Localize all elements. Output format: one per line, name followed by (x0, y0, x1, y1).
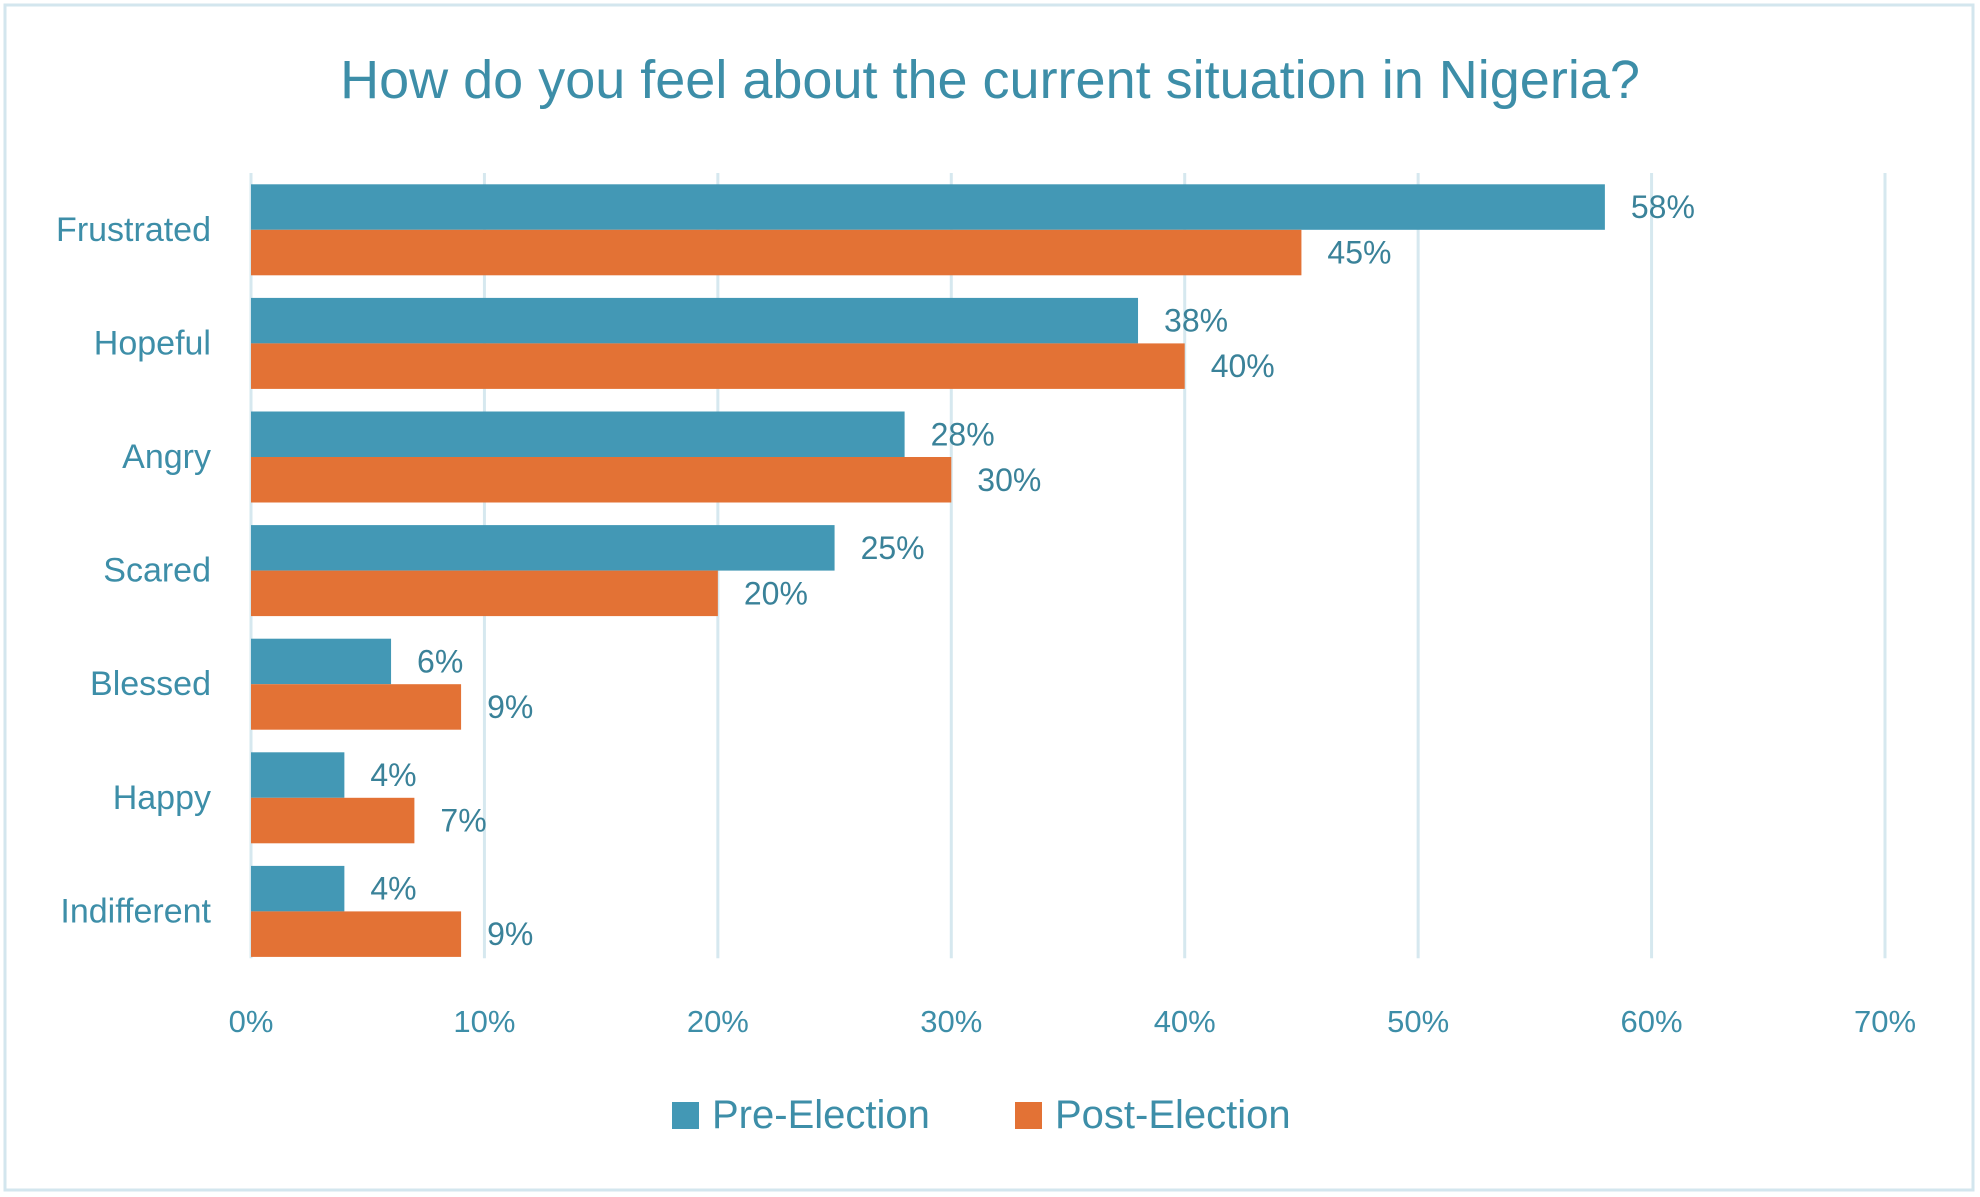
bar-post-election (251, 911, 462, 957)
data-label: 9% (487, 689, 533, 725)
data-label: 9% (487, 916, 533, 952)
bar-post-election (251, 684, 462, 730)
bar-post-election (251, 229, 1302, 276)
data-label: 7% (440, 803, 486, 839)
category-label: Frustrated (56, 211, 211, 249)
category-label: Hopeful (94, 324, 211, 362)
bar-pre-election (251, 411, 905, 457)
x-tick-label: 20% (687, 1004, 749, 1039)
legend-swatch (672, 1102, 699, 1129)
data-label: 38% (1164, 303, 1228, 339)
data-label: 6% (417, 643, 463, 679)
category-label: Happy (113, 779, 211, 817)
bar-post-election (251, 797, 415, 844)
bar-post-election (251, 457, 952, 503)
bar-pre-election (251, 752, 345, 798)
data-label: 20% (744, 575, 808, 611)
category-label: Angry (122, 438, 211, 476)
category-label: Scared (103, 552, 211, 590)
data-label: 45% (1327, 235, 1391, 271)
bar-pre-election (251, 525, 835, 571)
data-label: 4% (370, 757, 416, 793)
legend-label: Pre-Election (712, 1093, 930, 1137)
bar-pre-election (251, 184, 1605, 230)
bar-pre-election (251, 638, 392, 685)
x-tick-label: 0% (229, 1004, 274, 1039)
data-label: 58% (1631, 189, 1695, 225)
x-tick-label: 10% (453, 1004, 515, 1039)
x-tick-label: 40% (1154, 1004, 1216, 1039)
category-label: Indifferent (60, 892, 211, 930)
bar-pre-election (251, 865, 345, 912)
x-tick-label: 60% (1621, 1004, 1683, 1039)
x-tick-label: 70% (1854, 1004, 1916, 1039)
bar-post-election (251, 343, 1185, 389)
data-label: 40% (1211, 348, 1275, 384)
data-label: 28% (931, 416, 995, 452)
legend-swatch (1015, 1102, 1042, 1129)
x-tick-label: 50% (1387, 1004, 1449, 1039)
bar-post-election (251, 570, 718, 617)
category-label: Blessed (90, 665, 211, 703)
x-tick-label: 30% (920, 1004, 982, 1039)
data-label: 25% (861, 530, 925, 566)
data-label: 30% (977, 462, 1041, 498)
bar-pre-election (251, 297, 1139, 344)
chart-title: How do you feel about the current situat… (340, 50, 1640, 110)
legend-label: Post-Election (1055, 1093, 1291, 1137)
data-label: 4% (370, 871, 416, 907)
